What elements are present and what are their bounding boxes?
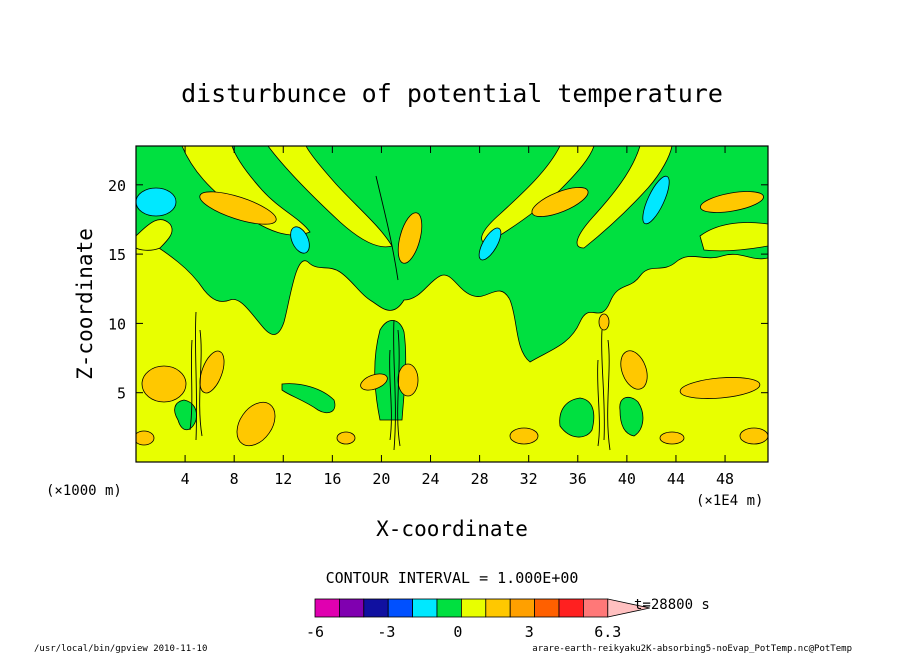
orange-lower-1 [141, 365, 187, 403]
cyan-patch-4 [642, 175, 670, 225]
y-axis-label: Z-coordinate [73, 228, 97, 380]
plot-frame [135, 145, 769, 463]
cyan-patch-2 [290, 226, 310, 254]
colorbar-swatch [485, 598, 511, 618]
footer-left: /usr/local/bin/gpview 2010-11-10 [34, 644, 207, 654]
orange-lower-7 [397, 363, 419, 397]
y-tick-label: 20 [108, 177, 126, 195]
x-tick-label: 4 [181, 470, 190, 488]
x-tick-label: 8 [230, 470, 239, 488]
colorbar-arrow [607, 598, 650, 618]
green-plume-right-1 [559, 397, 595, 438]
orange-lower-5 [336, 431, 356, 445]
colorbar-label: -3 [377, 623, 395, 641]
colorbar: -6 -3 0 3 6.3 [306, 598, 650, 641]
colorbar-label: 3 [525, 623, 534, 641]
orange-lower-6 [360, 373, 388, 391]
colorbar-swatch [363, 598, 389, 618]
colorbar-swatch [436, 598, 462, 618]
x-tick-label: 40 [618, 470, 636, 488]
yellow-tongue-1 [181, 146, 311, 236]
colorbar-swatch [583, 598, 609, 618]
x-axis-ticks: 4 8 12 16 20 24 28 32 36 40 44 48 [181, 146, 734, 488]
x-tick-label: 32 [520, 470, 538, 488]
y-tick-label: 5 [117, 385, 126, 403]
contour-filaments [189, 175, 611, 451]
colorbar-swatch [387, 598, 414, 618]
time-label: t=28800 s [634, 597, 710, 613]
y-axis-ticks: 5 10 15 20 [108, 177, 768, 403]
x-tick-label: 12 [274, 470, 292, 488]
colorbar-swatch [314, 598, 340, 618]
orange-lower-11 [659, 431, 685, 445]
x-tick-label: 28 [471, 470, 489, 488]
orange-upper-2 [531, 187, 589, 217]
orange-lower-10 [679, 377, 761, 399]
yellow-tongue-5 [136, 219, 173, 251]
orange-upper-1 [199, 191, 277, 225]
x-tick-label: 24 [421, 470, 439, 488]
orange-upper-3 [700, 191, 764, 213]
yellow-tongue-6 [699, 222, 768, 252]
orange-lower-3 [236, 401, 276, 447]
y-tick-label: 10 [108, 315, 126, 333]
colorbar-swatch [412, 598, 438, 618]
orange-upper-4 [397, 212, 423, 264]
contour-interval: CONTOUR INTERVAL = 1.000E+00 [326, 569, 579, 587]
colorbar-label: 6.3 [594, 623, 621, 641]
colorbar-label: 0 [453, 623, 462, 641]
colorbar-swatch [558, 598, 584, 618]
y-tick-label: 15 [108, 246, 126, 264]
chart-title: disturbunce of potential temperature [181, 79, 723, 108]
x-tick-label: 16 [323, 470, 341, 488]
cyan-patch-1 [136, 187, 177, 217]
footer-right: arare-earth-reikyaku2K-absorbing5-noEvap… [532, 644, 852, 654]
x-unit-left: (×1000 m) [46, 483, 122, 499]
orange-lower-4 [136, 430, 155, 446]
colorbar-swatch [534, 598, 560, 618]
x-unit-right: (×1E4 m) [696, 493, 763, 509]
x-tick-label: 20 [372, 470, 390, 488]
orange-lower-9 [620, 350, 648, 390]
colorbar-swatch [460, 598, 487, 618]
orange-lower-13 [598, 313, 610, 331]
x-tick-label: 36 [569, 470, 587, 488]
green-plume-mid [281, 383, 336, 414]
orange-lower-12 [739, 427, 768, 445]
x-tick-label: 48 [716, 470, 734, 488]
colorbar-swatch [509, 598, 536, 618]
contour-fill [136, 146, 768, 451]
cyan-patch-3 [478, 227, 502, 261]
colorbar-label: -6 [306, 623, 324, 641]
x-tick-label: 44 [667, 470, 685, 488]
orange-lower-8 [509, 427, 539, 445]
yellow-tongue-4 [576, 146, 673, 249]
x-axis-label: X-coordinate [376, 517, 528, 541]
green-plume-right-2 [619, 396, 644, 437]
orange-lower-2 [199, 350, 225, 394]
colorbar-swatch [338, 598, 365, 618]
